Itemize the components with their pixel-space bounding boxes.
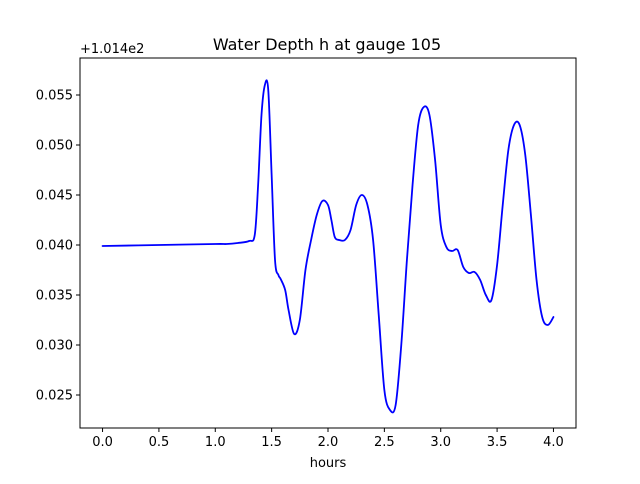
plot-area	[101, 79, 555, 414]
x-tick-label: 1.0	[205, 435, 226, 450]
x-tick-label: 1.5	[261, 435, 282, 450]
x-axis: 0.0 0.5 1.0 1.5 2.0 2.5 3.0 3.5 4.0	[92, 428, 564, 450]
y-tick-label: 0.055	[36, 89, 73, 104]
x-tick-label: 4.0	[543, 435, 564, 450]
y-axis-offset-label: +1.014e2	[80, 42, 144, 57]
y-axis: 0.025 0.030 0.035 0.040 0.045 0.050 0.055	[36, 89, 80, 404]
x-tick-label: 3.0	[430, 435, 451, 450]
chart-title: Water Depth h at gauge 105	[213, 35, 441, 54]
series-line	[101, 79, 555, 414]
plot-frame	[79, 57, 577, 429]
x-tick-label: 0.0	[92, 435, 113, 450]
y-tick-label: 0.040	[36, 239, 73, 254]
x-tick-label: 2.0	[318, 435, 339, 450]
y-tick-label: 0.030	[36, 339, 73, 354]
x-tick-label: 2.5	[374, 435, 395, 450]
y-tick-label: 0.025	[36, 389, 73, 404]
x-axis-label: hours	[310, 456, 347, 471]
y-tick-label: 0.045	[36, 189, 73, 204]
x-tick-label: 3.5	[487, 435, 508, 450]
y-tick-label: 0.050	[36, 139, 73, 154]
x-tick-label: 0.5	[149, 435, 170, 450]
y-tick-label: 0.035	[36, 289, 73, 304]
